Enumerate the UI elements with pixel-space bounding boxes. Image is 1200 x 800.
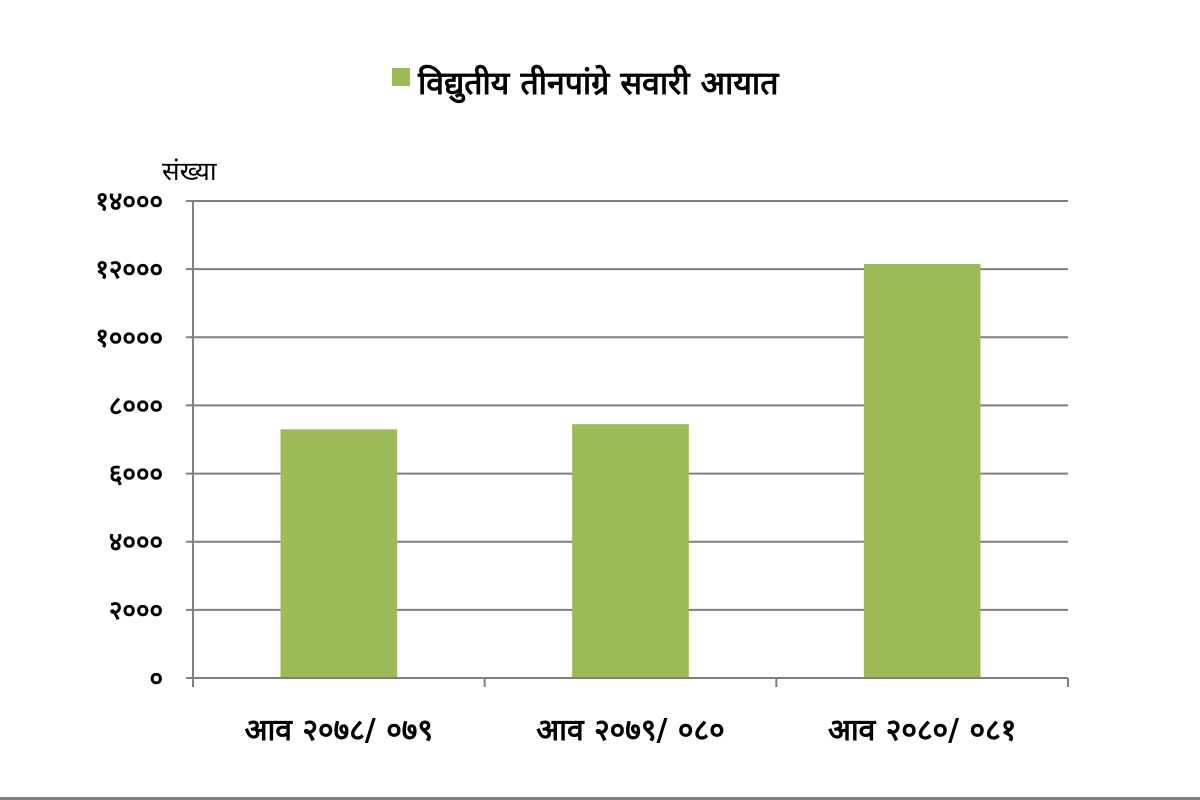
bottom-rule: [0, 797, 1200, 800]
y-tick-label: २०००: [109, 596, 163, 626]
y-tick-label: ८०००: [109, 391, 163, 421]
y-tick-label: १००००: [95, 323, 163, 353]
x-category-label: आव २०७८/ ०७९: [245, 713, 433, 748]
bars: [280, 264, 981, 678]
y-tick-label: १४०००: [95, 187, 163, 217]
y-tick-label: १२०००: [95, 255, 163, 285]
x-category-label: आव २०७९/ ०८०: [536, 713, 724, 748]
legend-swatch: [392, 68, 410, 86]
legend-label: विद्युतीय तीनपांग्रे सवारी आयात: [417, 64, 780, 104]
bar: [572, 424, 689, 678]
y-tick-label: ६०००: [109, 460, 163, 490]
y-axis-ticks: ० २००० ४००० ६००० ८००० १०००० १२००० १४०००: [95, 187, 163, 694]
x-axis: [192, 201, 1069, 687]
bar: [863, 264, 981, 678]
y-tick-label: ४०००: [109, 528, 163, 558]
y-axis-label: संख्या: [162, 157, 218, 187]
x-category-label: आव २०८०/ ०८१: [828, 713, 1016, 748]
y-tick-label: ०: [149, 664, 163, 694]
bar: [280, 429, 398, 678]
x-axis-labels: आव २०७८/ ०७९ आव २०७९/ ०८० आव २०८०/ ०८१: [245, 713, 1017, 748]
legend: विद्युतीय तीनपांग्रे सवारी आयात: [392, 64, 780, 104]
